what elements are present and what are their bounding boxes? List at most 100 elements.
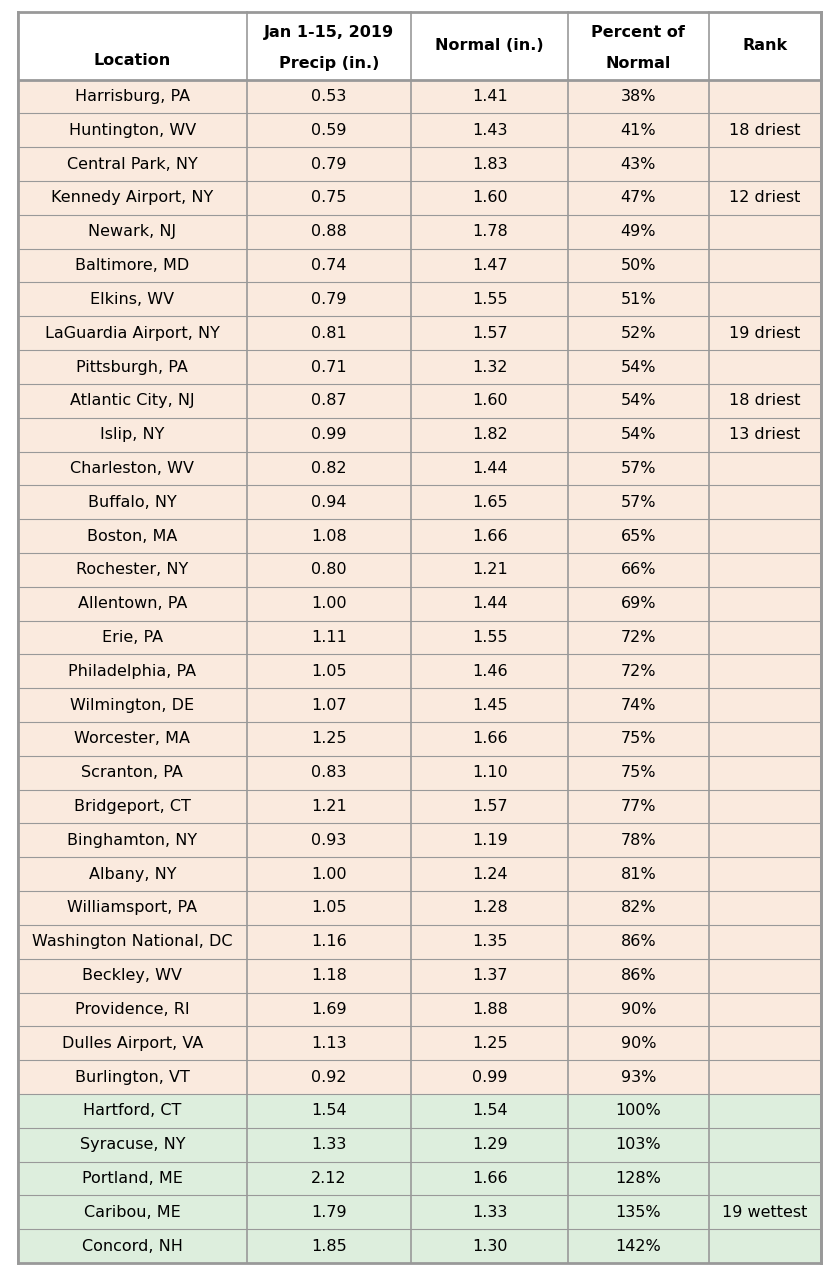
Text: 1.44: 1.44 <box>472 597 508 611</box>
Text: Kennedy Airport, NY: Kennedy Airport, NY <box>51 190 214 205</box>
Text: Elkins, WV: Elkins, WV <box>91 292 175 307</box>
Bar <box>18 351 821 384</box>
Bar <box>18 316 821 351</box>
Bar <box>18 553 821 586</box>
Bar <box>18 1229 821 1264</box>
Text: 54%: 54% <box>621 360 656 375</box>
Text: Philadelphia, PA: Philadelphia, PA <box>68 664 196 678</box>
Text: 0.75: 0.75 <box>311 190 347 205</box>
Bar <box>18 11 821 79</box>
Bar <box>18 451 821 486</box>
Bar <box>18 722 821 756</box>
Text: 1.65: 1.65 <box>472 495 508 510</box>
Text: 86%: 86% <box>621 935 656 950</box>
Text: 72%: 72% <box>621 630 656 645</box>
Text: 1.18: 1.18 <box>311 968 347 983</box>
Text: Beckley, WV: Beckley, WV <box>82 968 182 983</box>
Text: Erie, PA: Erie, PA <box>102 630 163 645</box>
Text: 19 wettest: 19 wettest <box>722 1205 807 1220</box>
Text: Normal: Normal <box>606 56 671 71</box>
Text: 1.08: 1.08 <box>311 529 347 543</box>
Text: 1.47: 1.47 <box>472 258 508 273</box>
Text: Worcester, MA: Worcester, MA <box>75 732 190 746</box>
Bar <box>18 1026 821 1060</box>
Bar <box>18 79 821 113</box>
Text: 54%: 54% <box>621 393 656 408</box>
Text: Rochester, NY: Rochester, NY <box>76 562 189 578</box>
Text: 66%: 66% <box>621 562 656 578</box>
Text: 0.93: 0.93 <box>311 833 347 848</box>
Text: 1.85: 1.85 <box>311 1238 347 1253</box>
Text: 1.54: 1.54 <box>311 1103 347 1118</box>
Text: Huntington, WV: Huntington, WV <box>69 122 196 138</box>
Text: 49%: 49% <box>621 224 656 240</box>
Text: Central Park, NY: Central Park, NY <box>67 157 198 172</box>
Text: Atlantic City, NJ: Atlantic City, NJ <box>70 393 195 408</box>
Text: Providence, RI: Providence, RI <box>76 1002 190 1017</box>
Text: 1.33: 1.33 <box>311 1137 347 1153</box>
Text: Percent of: Percent of <box>591 24 685 40</box>
Text: 1.78: 1.78 <box>472 224 508 240</box>
Text: 13 driest: 13 driest <box>729 427 800 442</box>
Text: 1.55: 1.55 <box>472 630 508 645</box>
Text: 1.21: 1.21 <box>472 562 508 578</box>
Text: Charleston, WV: Charleston, WV <box>70 462 195 476</box>
Text: 57%: 57% <box>621 495 656 510</box>
Text: Baltimore, MD: Baltimore, MD <box>76 258 190 273</box>
Bar <box>18 586 821 621</box>
Text: 1.25: 1.25 <box>311 732 347 746</box>
Text: 1.30: 1.30 <box>472 1238 508 1253</box>
Text: 1.13: 1.13 <box>311 1035 347 1051</box>
Text: 75%: 75% <box>621 765 656 780</box>
Text: 52%: 52% <box>621 325 656 340</box>
Text: 72%: 72% <box>621 664 656 678</box>
Text: 41%: 41% <box>621 122 656 138</box>
Text: 86%: 86% <box>621 968 656 983</box>
Text: 1.19: 1.19 <box>472 833 508 848</box>
Text: 1.88: 1.88 <box>472 1002 508 1017</box>
Bar <box>18 1196 821 1229</box>
Text: 51%: 51% <box>621 292 656 307</box>
Text: 0.81: 0.81 <box>311 325 347 340</box>
Text: Pittsburgh, PA: Pittsburgh, PA <box>76 360 189 375</box>
Text: 135%: 135% <box>616 1205 661 1220</box>
Bar <box>18 215 821 249</box>
Text: 81%: 81% <box>621 867 656 882</box>
Text: Location: Location <box>94 54 171 68</box>
Bar <box>18 857 821 891</box>
Text: 12 driest: 12 driest <box>729 190 800 205</box>
Text: 0.53: 0.53 <box>311 89 347 105</box>
Text: 1.21: 1.21 <box>311 799 347 813</box>
Text: Wilmington, DE: Wilmington, DE <box>70 697 195 713</box>
Text: Newark, NJ: Newark, NJ <box>88 224 176 240</box>
Bar <box>18 1060 821 1094</box>
Text: 43%: 43% <box>621 157 656 172</box>
Text: 1.44: 1.44 <box>472 462 508 476</box>
Text: 1.57: 1.57 <box>472 799 508 813</box>
Bar <box>18 789 821 824</box>
Text: 1.43: 1.43 <box>472 122 508 138</box>
Text: Hartford, CT: Hartford, CT <box>83 1103 181 1118</box>
Text: 1.11: 1.11 <box>311 630 347 645</box>
Text: 1.82: 1.82 <box>472 427 508 442</box>
Bar <box>18 891 821 924</box>
Text: 0.99: 0.99 <box>311 427 347 442</box>
Text: Concord, NH: Concord, NH <box>82 1238 183 1253</box>
Bar <box>18 924 821 959</box>
Text: 0.83: 0.83 <box>311 765 347 780</box>
Text: LaGuardia Airport, NY: LaGuardia Airport, NY <box>45 325 220 340</box>
Text: 90%: 90% <box>621 1035 656 1051</box>
Bar <box>18 113 821 147</box>
Text: 0.80: 0.80 <box>311 562 347 578</box>
Text: 69%: 69% <box>621 597 656 611</box>
Text: 0.99: 0.99 <box>472 1070 508 1085</box>
Text: 38%: 38% <box>621 89 656 105</box>
Text: 78%: 78% <box>621 833 656 848</box>
Text: 1.83: 1.83 <box>472 157 508 172</box>
Text: 1.16: 1.16 <box>311 935 347 950</box>
Bar <box>18 486 821 519</box>
Bar <box>18 147 821 181</box>
Text: 1.41: 1.41 <box>472 89 508 105</box>
Bar <box>18 992 821 1026</box>
Text: Boston, MA: Boston, MA <box>87 529 178 543</box>
